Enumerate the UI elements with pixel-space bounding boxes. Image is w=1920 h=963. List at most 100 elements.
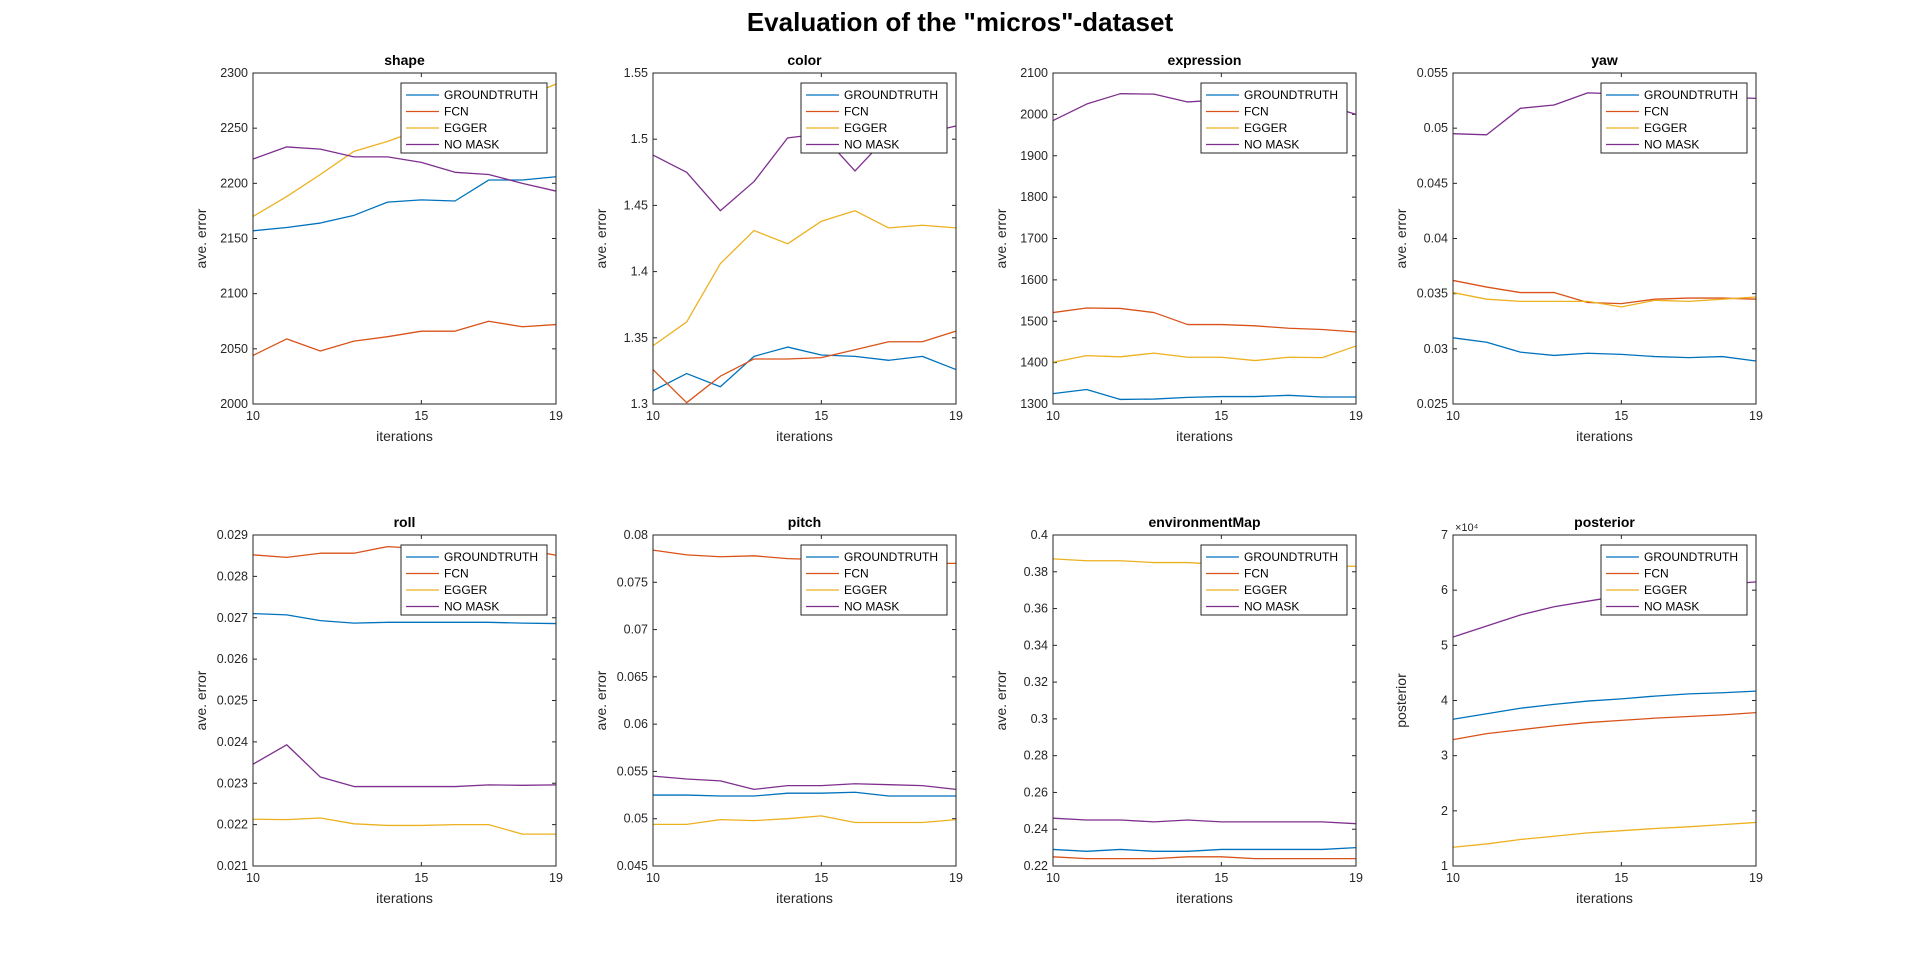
color-legend-label-groundtruth: GROUNDTRUTH — [844, 88, 938, 102]
expression-title: expression — [1168, 52, 1242, 68]
posterior-xtick-label: 19 — [1749, 871, 1763, 885]
environmentmap-legend-label-no-mask: NO MASK — [1244, 600, 1299, 614]
yaw-xlabel: iterations — [1576, 428, 1633, 444]
pitch-ytick-label: 0.075 — [617, 575, 648, 589]
roll-legend-label-fcn: FCN — [444, 567, 469, 581]
expression-series-groundtruth — [1052, 388, 1356, 401]
color-ytick-label: 1.5 — [631, 132, 648, 146]
roll-ytick-label: 0.023 — [217, 776, 248, 790]
environmentmap-xtick-label: 19 — [1349, 871, 1363, 885]
roll-ytick-label: 0.025 — [217, 694, 248, 708]
environmentmap-series-no-mask — [1052, 817, 1357, 825]
posterior-ylabel: posterior — [1393, 673, 1409, 728]
posterior-ytick-label: 5 — [1441, 638, 1448, 652]
environmentmap-xtick-label: 15 — [1214, 871, 1228, 885]
posterior-y-exponent: ×10⁴ — [1455, 522, 1479, 534]
expression-ytick-label: 1500 — [1020, 314, 1048, 328]
environmentmap-series-fcn — [1052, 856, 1356, 860]
roll-ytick-label: 0.027 — [217, 611, 248, 625]
pitch-series-egger — [653, 815, 957, 826]
posterior-xlabel: iterations — [1576, 890, 1633, 906]
expression-legend-label-egger: EGGER — [1244, 121, 1288, 135]
roll-xtick-label: 10 — [246, 871, 260, 885]
yaw-ylabel: ave. error — [1393, 208, 1409, 268]
color-ytick-label: 1.55 — [624, 66, 648, 80]
roll-legend-label-groundtruth: GROUNDTRUTH — [444, 550, 538, 564]
color-xtick-label: 19 — [949, 409, 963, 423]
expression-ytick-label: 1800 — [1020, 190, 1048, 204]
roll-xtick-label: 15 — [414, 871, 428, 885]
pitch-ytick-label: 0.055 — [617, 764, 648, 778]
pitch-legend-label-egger: EGGER — [844, 583, 888, 597]
roll-ytick-label: 0.029 — [217, 528, 248, 542]
pitch-legend-label-groundtruth: GROUNDTRUTH — [844, 550, 938, 564]
posterior-legend-label-egger: EGGER — [1644, 583, 1688, 597]
subplot-environmentmap: environmentMap 0.22 0.24 0.26 0.28 0.3 0.32 0.3… — [993, 514, 1363, 906]
color-axes-box — [652, 72, 957, 405]
environmentmap-legend-label-groundtruth: GROUNDTRUTH — [1244, 550, 1338, 564]
pitch-ytick-label: 0.065 — [617, 670, 648, 684]
expression-ylabel: ave. error — [993, 208, 1009, 268]
environmentmap-ytick-label: 0.32 — [1024, 675, 1048, 689]
environmentmap-ytick-label: 0.36 — [1024, 602, 1048, 616]
pitch-ylabel: ave. error — [593, 670, 609, 730]
yaw-series-groundtruth — [1452, 337, 1757, 362]
pitch-title: pitch — [788, 514, 821, 530]
shape-ylabel: ave. error — [193, 208, 209, 268]
environmentmap-ylabel: ave. error — [993, 670, 1009, 730]
shape-axes-box — [252, 72, 557, 405]
yaw-series-fcn — [1452, 279, 1757, 305]
yaw-ytick-label: 0.025 — [1417, 397, 1448, 411]
color-ytick-label: 1.3 — [631, 397, 648, 411]
pitch-xtick-label: 19 — [949, 871, 963, 885]
shape-ytick-label: 2250 — [220, 121, 248, 135]
expression-series-egger — [1052, 345, 1357, 363]
shape-ytick-label: 2050 — [220, 342, 248, 356]
pitch-axes-box — [652, 534, 957, 867]
shape-legend: GROUNDTRUTH FCN EGGER NO MASK — [400, 82, 548, 154]
posterior-ytick-label: 2 — [1441, 804, 1448, 818]
posterior-title: posterior — [1574, 514, 1635, 530]
yaw-ytick-label: 0.045 — [1417, 176, 1448, 190]
subplot-pitch: pitch 0.045 0.05 0.055 0.06 0.065 0.07 0.075 0.0… — [593, 514, 963, 906]
pitch-ytick-label: 0.08 — [624, 528, 648, 542]
pitch-xtick-label: 15 — [814, 871, 828, 885]
expression-xtick-label: 15 — [1214, 409, 1228, 423]
expression-legend-label-no-mask: NO MASK — [1244, 138, 1299, 152]
shape-legend-label-fcn: FCN — [444, 105, 469, 119]
color-title: color — [787, 52, 822, 68]
shape-legend-label-no-mask: NO MASK — [444, 138, 499, 152]
yaw-ytick-label: 0.04 — [1424, 232, 1448, 246]
roll-series-groundtruth — [252, 612, 557, 625]
posterior-xtick-label: 10 — [1446, 871, 1460, 885]
shape-series-fcn — [252, 320, 557, 357]
posterior-legend: GROUNDTRUTH FCN EGGER NO MASK — [1600, 544, 1748, 616]
pitch-legend-label-fcn: FCN — [844, 567, 869, 581]
color-legend-label-fcn: FCN — [844, 105, 869, 119]
posterior-series-egger — [1452, 821, 1757, 848]
posterior-xtick-label: 15 — [1614, 871, 1628, 885]
expression-legend-label-groundtruth: GROUNDTRUTH — [1244, 88, 1338, 102]
yaw-xtick-label: 15 — [1614, 409, 1628, 423]
color-xtick-label: 10 — [646, 409, 660, 423]
environmentmap-ytick-label: 0.34 — [1024, 638, 1048, 652]
expression-ytick-label: 2000 — [1020, 107, 1048, 121]
roll-xtick-label: 19 — [549, 871, 563, 885]
color-series-egger — [652, 210, 957, 347]
environmentmap-ytick-label: 0.24 — [1024, 822, 1048, 836]
environmentmap-ytick-label: 0.28 — [1024, 749, 1048, 763]
expression-xlabel: iterations — [1176, 428, 1233, 444]
subplot-posterior: posterior 1 2 3 4 5 6 7 10 15 19 ×10⁴ iterations post… — [1393, 514, 1763, 906]
color-series-fcn — [652, 330, 957, 404]
expression-ytick-label: 2100 — [1020, 66, 1048, 80]
color-ytick-label: 1.4 — [631, 265, 648, 279]
pitch-ytick-label: 0.07 — [624, 623, 648, 637]
shape-series-no-mask — [252, 146, 557, 192]
expression-series-fcn — [1052, 307, 1357, 333]
color-xlabel: iterations — [776, 428, 833, 444]
environmentmap-ytick-label: 0.26 — [1024, 785, 1048, 799]
expression-xtick-label: 10 — [1046, 409, 1060, 423]
color-legend-label-no-mask: NO MASK — [844, 138, 899, 152]
